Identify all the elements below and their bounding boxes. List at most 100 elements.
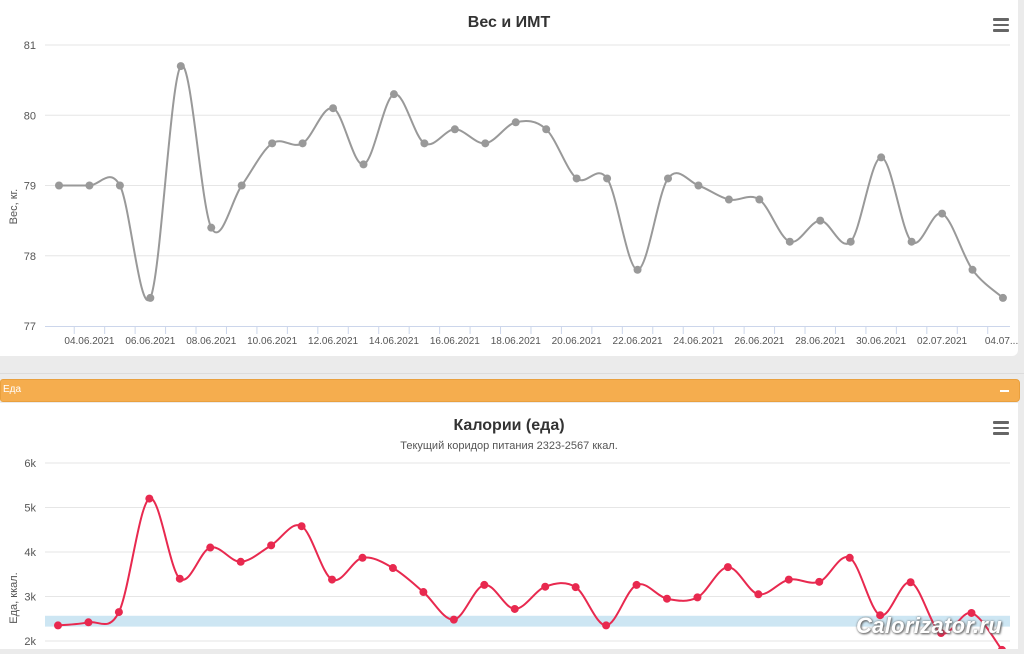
weight-x-tick-label: 04.07....: [985, 336, 1018, 347]
calorie-data-point: [571, 583, 580, 592]
weight-data-point: [724, 195, 733, 204]
calorie-data-point: [815, 577, 824, 586]
weight-x-tick-label: 16.06.2021: [430, 336, 480, 347]
calorie-data-point: [328, 575, 337, 584]
weight-x-tick-label: 12.06.2021: [308, 336, 358, 347]
weight-data-point: [603, 174, 612, 183]
weight-x-tick-label: 10.06.2021: [247, 336, 297, 347]
weight-data-point: [237, 181, 246, 190]
weight-x-tick-label: 06.06.2021: [125, 336, 175, 347]
calorie-y-tick-label: 3k: [24, 592, 36, 604]
weight-data-point: [542, 125, 551, 134]
calorie-data-point: [541, 582, 550, 591]
weight-data-point: [846, 237, 855, 246]
calorie-data-point: [145, 494, 154, 503]
weight-series-line: [58, 64, 1004, 302]
calorie-y-tick-label: 4k: [24, 547, 36, 559]
weight-y-tick-label: 79: [24, 181, 36, 193]
calorie-data-point: [937, 628, 946, 637]
calorie-data-point: [967, 608, 976, 617]
weight-data-point: [146, 293, 155, 302]
weight-x-tick-label: 18.06.2021: [491, 336, 541, 347]
calorie-data-point: [267, 541, 276, 550]
minus-icon[interactable]: [1000, 390, 1009, 392]
weight-data-point: [450, 125, 459, 134]
weight-y-tick-label: 80: [24, 110, 36, 122]
weight-data-point: [938, 209, 947, 218]
weight-x-tick-label: 04.06.2021: [64, 336, 114, 347]
weight-data-point: [420, 139, 429, 148]
weight-data-point: [998, 293, 1007, 302]
calorie-data-point: [419, 588, 428, 597]
calorie-chart-title: Калории (еда): [453, 417, 564, 434]
weight-x-tick-label: 30.06.2021: [856, 336, 906, 347]
calorie-chart: Калории (еда) Текущий коридор питания 232…: [8, 417, 1010, 649]
calorie-data-point: [784, 575, 793, 584]
weight-data-point: [907, 237, 916, 246]
weight-data-point: [664, 174, 672, 183]
calorie-data-point: [388, 564, 397, 573]
weight-data-point: [785, 237, 794, 246]
calorie-data-point: [480, 580, 489, 589]
calorie-chart-menu-icon[interactable]: [993, 421, 1009, 435]
weight-data-point: [572, 174, 581, 183]
calorie-data-point: [723, 563, 732, 572]
weight-data-point: [207, 223, 216, 232]
calorie-data-point: [175, 574, 184, 583]
weight-y-axis-label: Вес, кг.: [8, 189, 20, 225]
weight-x-tick-label: 08.06.2021: [186, 336, 236, 347]
food-section-label: Еда: [3, 384, 22, 395]
weight-data-point: [877, 153, 886, 162]
weight-data-point: [176, 62, 185, 71]
calorie-data-point: [602, 621, 611, 630]
weight-data-point: [85, 181, 94, 190]
calorie-data-point: [358, 553, 367, 562]
calorie-data-point: [236, 557, 245, 566]
calorie-data-point: [906, 578, 915, 587]
weight-x-tick-label: 14.06.2021: [369, 336, 419, 347]
calorie-data-point: [84, 618, 93, 627]
calorie-data-point: [114, 608, 123, 617]
calorie-data-point: [998, 645, 1006, 649]
food-section-bar[interactable]: Еда: [0, 379, 1020, 402]
weight-y-tick-label: 77: [24, 321, 36, 333]
weight-data-point: [298, 139, 307, 148]
calorie-series-group: [54, 494, 1006, 649]
weight-x-tick-label: 22.06.2021: [613, 336, 663, 347]
weight-data-point: [55, 181, 63, 190]
weight-y-tick-label: 81: [24, 40, 36, 52]
calorie-data-point: [754, 590, 763, 599]
weight-chart-title: Вес и ИМТ: [468, 14, 551, 31]
calorie-data-point: [206, 543, 215, 552]
weight-data-point: [511, 118, 520, 127]
calorie-chart-subtitle: Текущий коридор питания 2323-2567 ккал.: [400, 440, 618, 452]
calorie-data-point: [510, 604, 519, 613]
watermark: Calorizator.ru: [855, 613, 1002, 638]
calorie-data-point: [297, 522, 306, 531]
calorie-y-tick-label: 5k: [24, 503, 36, 515]
weight-data-point: [359, 160, 368, 169]
weight-data-point: [816, 216, 825, 225]
weight-chart-panel: Вес и ИМТ Вес, кг. 77 78 79 80 81 04.06.2021 06.…: [0, 0, 1021, 356]
weight-y-tick-label: 78: [24, 251, 36, 263]
weight-chart: Вес и ИМТ Вес, кг. 77 78 79 80 81 04.06.2021 06.…: [8, 14, 1021, 347]
weight-data-point: [389, 90, 398, 99]
calorie-data-point: [632, 580, 641, 589]
weight-x-tick-label: 20.06.2021: [552, 336, 602, 347]
calorie-chart-panel: Калории (еда) Текущий коридор питания 232…: [0, 403, 1018, 649]
weight-data-point: [268, 139, 277, 148]
weight-data-point: [633, 265, 642, 274]
calorie-data-point: [845, 553, 854, 562]
calorie-data-point: [693, 593, 702, 602]
calorie-y-tick-label: 6k: [24, 458, 36, 470]
calorie-data-point: [54, 621, 62, 630]
weight-chart-menu-icon[interactable]: [993, 18, 1009, 32]
weight-data-point: [329, 104, 338, 113]
calorie-data-point: [876, 611, 885, 620]
weight-data-point: [968, 265, 977, 274]
section-divider: [0, 373, 1024, 374]
weight-data-point: [481, 139, 490, 148]
weight-data-point: [115, 181, 124, 190]
weight-data-point: [694, 181, 703, 190]
calorie-y-axis-label: Еда, ккал.: [8, 572, 20, 623]
